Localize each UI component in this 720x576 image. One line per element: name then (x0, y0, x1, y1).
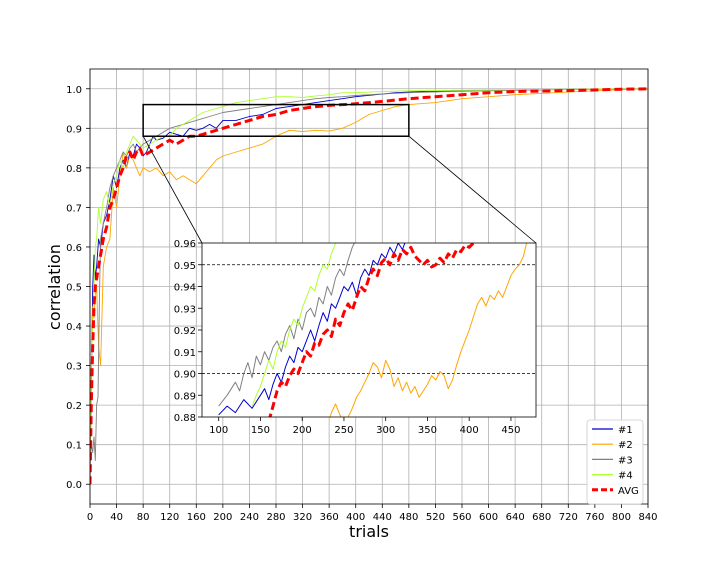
main-y-tick-label: 0.4 (66, 322, 82, 333)
main-x-tick-label: 280 (266, 512, 285, 523)
main-x-tick-label: 720 (559, 512, 578, 523)
main-x-tick-label: 680 (532, 512, 551, 523)
main-x-tick-label: 0 (87, 512, 93, 523)
main-y-tick-label: 0.0 (66, 480, 82, 491)
inset-x-tick-label: 450 (501, 425, 520, 436)
main-ticks: 0 40 80 120 160 200 240 280 320 360 400 440 480 520 56… (66, 85, 657, 523)
inset-series-lines (218, 243, 528, 417)
inset-series-run-2 (329, 243, 528, 417)
main-x-tick-label: 640 (506, 512, 525, 523)
inset-background (202, 243, 536, 417)
inset-y-tick-label: 0.94 (174, 283, 196, 294)
main-x-tick-label: 40 (110, 512, 123, 523)
zoom-connector-right (408, 135, 537, 244)
main-y-tick-label: 0.6 (66, 243, 82, 254)
main-y-tick-label: 0.5 (66, 283, 82, 294)
main-series-run-1 (90, 88, 648, 477)
inset-y-tick-label: 0.89 (174, 391, 196, 402)
inset-y-tick-label: 0.88 (174, 413, 196, 424)
inset-y-tick-label: 0.90 (174, 370, 196, 381)
legend-frame (586, 419, 644, 505)
inset-x-tick-label: 150 (251, 425, 270, 436)
legend-label: #4 (618, 471, 633, 482)
main-x-tick-label: 400 (346, 512, 365, 523)
inset-x-tick-label: 100 (209, 425, 228, 436)
inset-y-tick-label: 0.92 (174, 326, 196, 337)
main-series-run-4 (90, 88, 648, 465)
main-x-tick-label: 440 (373, 512, 392, 523)
main-y-tick-label: 0.8 (66, 164, 82, 175)
inset-y-tick-label: 0.91 (174, 348, 196, 359)
main-x-tick-label: 360 (320, 512, 339, 523)
main-x-tick-label: 600 (479, 512, 498, 523)
inset-series-run-4 (251, 243, 337, 407)
inset-y-tick-label: 0.93 (174, 304, 196, 315)
inset-series-avg (268, 243, 476, 417)
main-x-tick-label: 520 (426, 512, 445, 523)
main-x-tick-label: 160 (187, 512, 206, 523)
main-y-tick-label: 0.7 (66, 203, 82, 214)
main-x-tick-label: 560 (452, 512, 471, 523)
main-series-run-2 (90, 88, 648, 465)
inset-x-tick-label: 250 (334, 425, 353, 436)
inset-x-tick-label: 400 (460, 425, 479, 436)
main-x-tick-label: 840 (638, 512, 657, 523)
legend-label: #3 (618, 455, 633, 466)
main-x-tick-label: 800 (612, 512, 631, 523)
inset-series-run-3 (218, 243, 355, 407)
inset-x-tick-label: 350 (418, 425, 437, 436)
inset-plot-frame (201, 242, 537, 418)
main-plot-frame (89, 68, 649, 505)
main-x-tick-label: 320 (293, 512, 312, 523)
zoom-box (142, 103, 410, 137)
y-axis-label: correlation (45, 244, 64, 330)
inset-series-run-1 (218, 243, 406, 416)
main-y-tick-label: 0.2 (66, 401, 82, 412)
main-x-tick-label: 760 (585, 512, 604, 523)
main-x-tick-label: 240 (240, 512, 259, 523)
main-y-tick-label: 0.3 (66, 362, 82, 373)
main-x-tick-label: 480 (399, 512, 418, 523)
x-axis-label: trials (349, 522, 389, 541)
inset-y-tick-label: 0.95 (174, 261, 196, 272)
main-series-avg (90, 87, 648, 485)
legend-label: #2 (618, 440, 633, 451)
inset-x-tick-label: 200 (293, 425, 312, 436)
main-x-tick-label: 80 (137, 512, 150, 523)
zoom-connector-left (142, 136, 203, 244)
main-x-tick-label: 120 (160, 512, 179, 523)
zoom-indicator (142, 103, 537, 244)
inset-y-tick-label: 0.96 (174, 239, 196, 250)
legend-label: AVG (618, 486, 639, 497)
legend: #1 #2 #3 #4 AVG (586, 419, 644, 505)
main-y-tick-label: 1.0 (66, 85, 82, 96)
inset-axes: 100 150 200 250 300 350 400 450 0.88 0.89 0.90 0.91… (174, 239, 537, 436)
legend-label: #1 (618, 425, 633, 436)
main-series-run-3 (90, 88, 648, 465)
inset-ticks: 100 150 200 250 300 350 400 450 0.88 0.89 0.90 0.91… (174, 239, 521, 436)
main-y-tick-label: 0.9 (66, 124, 82, 135)
main-series-lines (90, 87, 648, 485)
main-y-tick-label: 0.1 (66, 441, 82, 452)
inset-x-tick-label: 300 (376, 425, 395, 436)
main-x-tick-label: 200 (213, 512, 232, 523)
